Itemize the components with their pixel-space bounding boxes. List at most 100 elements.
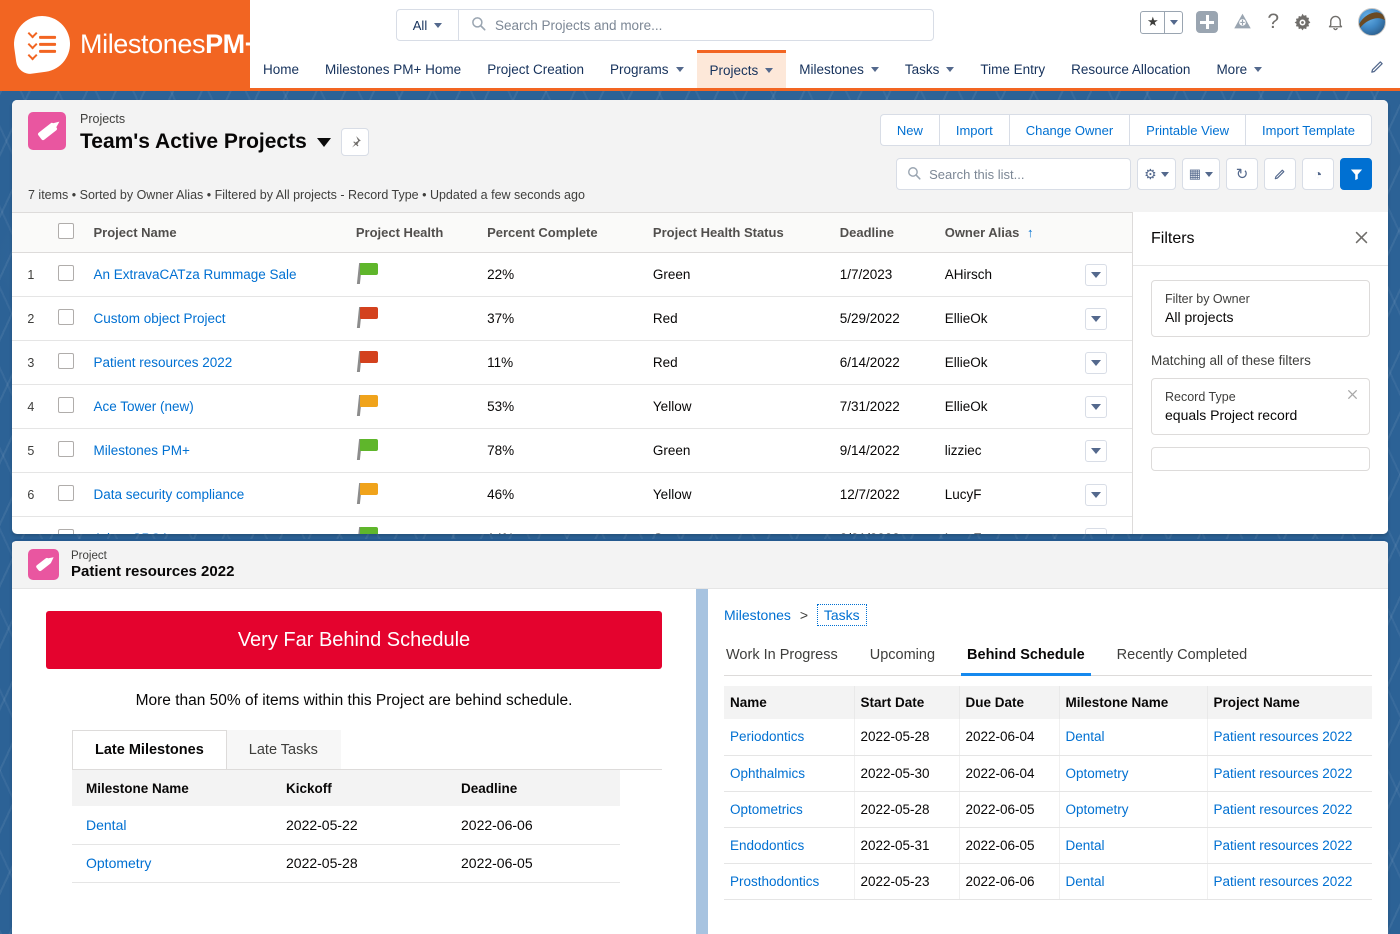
col-project-name[interactable]: Project Name (85, 212, 348, 253)
nav-item-tasks[interactable]: Tasks (892, 50, 968, 88)
row-select-cell[interactable] (49, 340, 86, 385)
nav-item-milestones-pm-home[interactable]: Milestones PM+ Home (312, 50, 474, 88)
change-owner-button[interactable]: Change Owner (1008, 114, 1130, 146)
tab-late-milestones[interactable]: Late Milestones (72, 730, 227, 769)
cell-project-name[interactable]: Patient resources 2022 (1207, 719, 1372, 756)
row-checkbox[interactable] (57, 485, 74, 501)
row-select-cell[interactable] (49, 296, 86, 341)
cell-row-actions[interactable] (1068, 340, 1132, 385)
table-row[interactable]: 5 Milestones PM+ 78% Green 9/14/2022 lizziec (12, 428, 1132, 473)
cell-milestone-name[interactable]: Dental (72, 806, 272, 845)
printable-view-button[interactable]: Printable View (1129, 114, 1246, 146)
table-row[interactable]: Prosthodontics 2022-05-23 2022-06-06 Dental… (724, 863, 1372, 900)
nav-item-project-creation[interactable]: Project Creation (474, 50, 597, 88)
list-view-controls-gear-icon[interactable]: ⚙ (1137, 158, 1176, 190)
cell-row-actions[interactable] (1068, 516, 1132, 534)
cell-row-actions[interactable] (1068, 384, 1132, 429)
global-search-input[interactable] (486, 17, 933, 33)
refresh-icon[interactable]: ↻ (1226, 158, 1258, 190)
edit-pencil-icon[interactable] (1264, 158, 1296, 190)
pin-list-view-button[interactable] (340, 128, 369, 156)
row-checkbox[interactable] (57, 529, 74, 534)
tab-behind-schedule[interactable]: Behind Schedule (951, 637, 1101, 676)
import-template-button[interactable]: Import Template (1245, 114, 1372, 146)
row-checkbox[interactable] (57, 309, 74, 325)
cell-milestone-name[interactable]: Optometry (1059, 755, 1208, 792)
row-actions-menu-icon[interactable] (1084, 307, 1107, 330)
search-scope-dropdown[interactable]: All (397, 10, 459, 40)
favorites-dropdown-icon[interactable] (1164, 11, 1182, 33)
cell-project-name[interactable]: Patient resources 2022 (1207, 863, 1372, 900)
help-icon[interactable]: ? (1267, 10, 1279, 33)
table-row[interactable]: Optometry 2022-05-28 2022-06-05 (72, 844, 620, 883)
table-row[interactable]: Periodontics 2022-05-28 2022-06-04 Dental Pa… (724, 719, 1372, 756)
cell-milestone-name[interactable]: Dental (1059, 827, 1208, 864)
cell-row-actions[interactable] (1068, 428, 1132, 473)
row-checkbox[interactable] (57, 397, 74, 413)
nav-item-time-entry[interactable]: Time Entry (967, 50, 1058, 88)
select-all-checkbox[interactable] (57, 223, 74, 239)
col-deadline[interactable]: Deadline (831, 212, 937, 253)
row-checkbox[interactable] (57, 353, 74, 369)
cell-milestone-name[interactable]: Dental (1059, 863, 1208, 900)
filter-by-owner-card[interactable]: Filter by Owner All projects (1151, 280, 1370, 337)
cell-project-name[interactable]: Milestones PM+ (85, 428, 348, 473)
cell-task-name[interactable]: Ophthalmics (724, 755, 855, 792)
col-project-health[interactable]: Project Health (347, 212, 480, 253)
notifications-bell-icon[interactable] (1326, 12, 1345, 32)
row-actions-menu-icon[interactable] (1084, 263, 1107, 286)
cell-project-name[interactable]: Patient resources 2022 (1207, 827, 1372, 864)
display-as-table-icon[interactable]: ▦ (1181, 158, 1220, 190)
row-actions-menu-icon[interactable] (1084, 527, 1107, 534)
row-select-cell[interactable] (49, 472, 86, 517)
row-actions-menu-icon[interactable] (1084, 395, 1107, 418)
col-owner-alias[interactable]: Owner Alias ↑ (936, 212, 1069, 253)
row-select-cell[interactable] (49, 428, 86, 473)
table-row[interactable]: Endodontics 2022-05-31 2022-06-05 Dental Pat… (724, 827, 1372, 864)
app-brand[interactable]: MilestonesPM+ (0, 0, 261, 88)
close-icon[interactable] (1353, 229, 1370, 249)
global-search-box[interactable]: All (396, 9, 934, 41)
table-row[interactable]: 7 Arlen, SPCA 14%Green3/31/2023LucyF (12, 516, 1132, 534)
cell-project-name[interactable]: Arlen, SPCA (85, 516, 348, 534)
tab-upcoming[interactable]: Upcoming (869, 647, 936, 663)
table-row[interactable]: 6 Data security compliance 46% Yellow 12/7/2… (12, 472, 1132, 517)
pane-divider-scrollbar[interactable] (696, 589, 708, 934)
cell-task-name[interactable]: Optometrics (724, 791, 855, 828)
table-row[interactable]: Optometrics 2022-05-28 2022-06-05 Optometry… (724, 791, 1372, 828)
cell-project-name[interactable]: Patient resources 2022 (1207, 791, 1372, 828)
list-search-box[interactable] (896, 158, 1132, 190)
favorites-button[interactable]: ★ (1140, 10, 1184, 34)
table-row[interactable]: Dental 2022-05-22 2022-06-06 (72, 806, 620, 845)
cell-project-name[interactable]: Patient resources 2022 (85, 340, 348, 385)
cell-row-actions[interactable] (1068, 252, 1132, 297)
cell-project-name[interactable]: An ExtravaCATza Rummage Sale (85, 252, 348, 297)
app-launcher-icon[interactable] (1231, 11, 1254, 33)
import-button[interactable]: Import (938, 114, 1009, 146)
row-actions-menu-icon[interactable] (1084, 439, 1107, 462)
breadcrumb-tasks[interactable]: Tasks (816, 604, 867, 626)
row-select-cell[interactable] (49, 252, 86, 297)
setup-gear-icon[interactable] (1292, 12, 1313, 33)
filter-funnel-icon[interactable] (1340, 158, 1372, 190)
row-select-cell[interactable] (49, 384, 86, 429)
table-row[interactable]: Ophthalmics 2022-05-30 2022-06-04 Optometry… (724, 755, 1372, 792)
list-view-selector-icon[interactable] (316, 137, 331, 147)
row-actions-menu-icon[interactable] (1084, 351, 1107, 374)
list-search-input[interactable] (921, 166, 1131, 182)
nav-item-programs[interactable]: Programs (597, 50, 697, 88)
user-avatar[interactable] (1358, 8, 1386, 36)
remove-filter-icon[interactable] (1346, 388, 1359, 405)
nav-item-resource-allocation[interactable]: Resource Allocation (1058, 50, 1203, 88)
row-checkbox[interactable] (57, 441, 74, 457)
filter-card-record-type[interactable]: Record Type equals Project record (1151, 378, 1370, 435)
new-button[interactable]: New (879, 114, 939, 146)
row-select-cell[interactable] (49, 516, 86, 534)
filter-card-partial[interactable] (1151, 447, 1370, 471)
nav-item-more[interactable]: More (1203, 50, 1275, 88)
cell-row-actions[interactable] (1068, 296, 1132, 341)
cell-project-name[interactable]: Custom object Project (85, 296, 348, 341)
cell-task-name[interactable]: Endodontics (724, 827, 855, 864)
tab-late-tasks[interactable]: Late Tasks (226, 730, 341, 769)
col-project-health-status[interactable]: Project Health Status (644, 212, 832, 253)
